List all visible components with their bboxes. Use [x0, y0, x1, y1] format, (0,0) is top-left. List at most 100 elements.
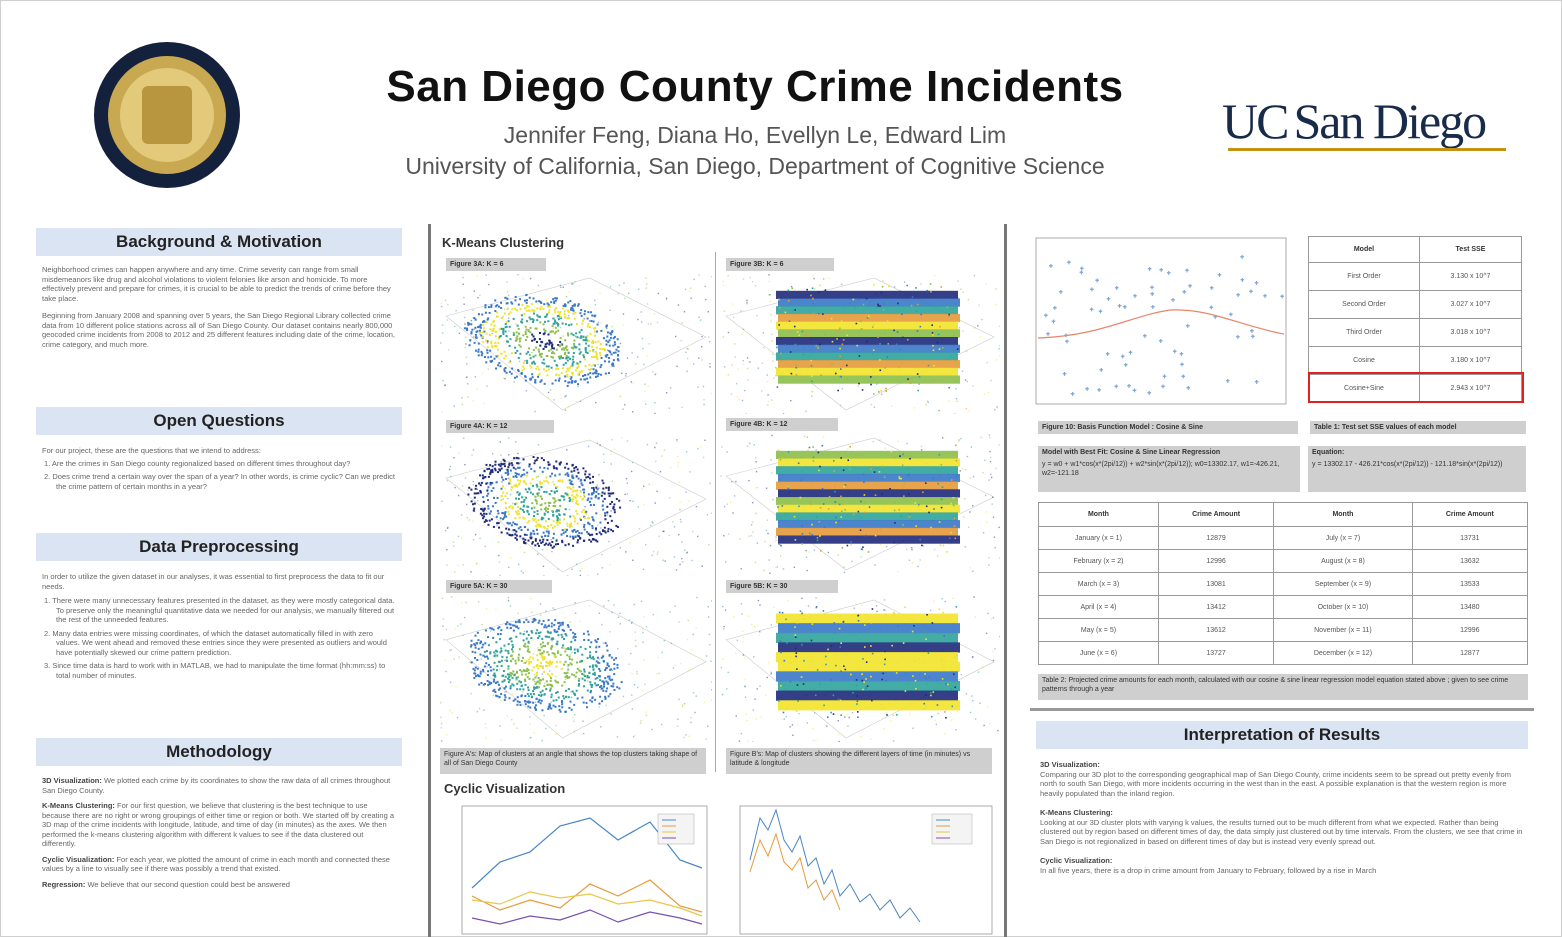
preprocessing-text: In order to utilize the given dataset in…	[42, 572, 395, 680]
svg-text:+: +	[1181, 374, 1185, 380]
svg-text:+: +	[1124, 363, 1128, 369]
best-model-highlight	[1308, 372, 1524, 403]
affiliation: University of California, San Diego, Dep…	[405, 153, 1105, 179]
svg-text:+: +	[1067, 260, 1071, 266]
svg-text:+: +	[1121, 354, 1125, 360]
svg-text:+: +	[1160, 268, 1164, 274]
svg-text:+: +	[1171, 298, 1175, 304]
caption-a-figures: Figure A's: Map of clusters at an angle …	[440, 748, 706, 774]
svg-text:+: +	[1255, 281, 1259, 287]
svg-text:+: +	[1188, 284, 1192, 290]
svg-text:+: +	[1163, 374, 1167, 380]
svg-text:+: +	[1182, 290, 1186, 296]
svg-text:+: +	[1226, 379, 1230, 385]
svg-text:+: +	[1118, 304, 1122, 310]
svg-text:+: +	[1218, 273, 1222, 279]
svg-text:+: +	[1151, 305, 1155, 311]
model-box: Model with Best Fit: Cosine & Sine Linea…	[1038, 446, 1300, 492]
svg-text:+: +	[1064, 334, 1068, 340]
svg-text:+: +	[1250, 329, 1254, 335]
scatter-5b	[720, 596, 1000, 742]
svg-text:+: +	[1187, 386, 1191, 392]
svg-text:+: +	[1148, 267, 1152, 273]
svg-text:+: +	[1100, 368, 1104, 374]
poster-title: San Diego County Crime Incidents	[386, 62, 1124, 111]
preprocessing-heading: Data Preprocessing	[36, 533, 402, 561]
svg-text:+: +	[1236, 293, 1240, 299]
equation-box: Equation: y = 13302.17 - 426.21*cos(x*(2…	[1308, 446, 1526, 492]
table-2-caption: Table 2: Projected crime amounts for eac…	[1038, 674, 1528, 700]
svg-text:+: +	[1107, 297, 1111, 303]
figure-divider	[715, 252, 716, 772]
svg-text:+: +	[1090, 287, 1094, 293]
svg-text:+: +	[1159, 339, 1163, 345]
svg-text:+: +	[1052, 319, 1056, 325]
cyclic-heading: Cyclic Visualization	[444, 781, 566, 796]
svg-text:+: +	[1133, 294, 1137, 300]
questions-heading: Open Questions	[36, 407, 402, 435]
fig-4a-label: Figure 4A: K = 12	[446, 420, 554, 433]
svg-text:+: +	[1167, 271, 1171, 277]
background-text: Neighborhood crimes can happen anywhere …	[42, 265, 395, 349]
svg-text:+: +	[1095, 278, 1099, 284]
scatter-5a	[440, 596, 712, 742]
svg-text:+: +	[1150, 285, 1154, 291]
svg-text:+: +	[1180, 363, 1184, 369]
ucsd-logo-underline	[1228, 148, 1506, 151]
svg-text:+: +	[1241, 278, 1245, 284]
fig-4b-label: Figure 4B: K = 12	[726, 418, 838, 431]
fig-3a-label: Figure 3A: K = 6	[446, 258, 546, 271]
scatter-3a	[440, 274, 712, 414]
monthly-table: Month Crime Amount Month Crime Amount Janua…	[1038, 502, 1529, 665]
interpretation-heading: Interpretation of Results	[1036, 721, 1528, 749]
svg-text:+: +	[1097, 388, 1101, 394]
right-section-divider	[1030, 708, 1534, 711]
svg-text:+: +	[1059, 290, 1063, 296]
svg-text:+: +	[1114, 384, 1118, 390]
cyclic-chart-left	[461, 805, 708, 935]
svg-text:+: +	[1090, 307, 1094, 313]
svg-text:+: +	[1099, 310, 1103, 316]
svg-text:+: +	[1129, 351, 1133, 357]
cyclic-chart-right	[739, 805, 993, 935]
basis-function-chart: +++++++++++++++ +++++++++++++++++++++++++…	[1035, 237, 1287, 405]
kmeans-heading: K-Means Clustering	[442, 235, 565, 250]
svg-text:+: +	[1080, 270, 1084, 276]
methodology-text: 3D Visualization: We plotted each crime …	[42, 776, 395, 889]
caption-b-figures: Figure B's: Map of clusters showing the …	[726, 748, 992, 774]
uc-seal-logo	[94, 42, 240, 188]
svg-text:+: +	[1127, 384, 1131, 390]
svg-text:+: +	[1185, 269, 1189, 275]
svg-text:+: +	[1106, 352, 1110, 358]
svg-text:+: +	[1049, 264, 1053, 270]
svg-text:+: +	[1053, 306, 1057, 312]
svg-text:+: +	[1123, 305, 1127, 311]
svg-text:+: +	[1210, 286, 1214, 292]
svg-text:+: +	[1251, 334, 1255, 340]
scatter-3b	[722, 274, 1000, 414]
svg-text:+: +	[1240, 255, 1244, 261]
ucsd-logo: UC San Diego	[1222, 93, 1487, 149]
svg-text:+: +	[1280, 294, 1284, 300]
scatter-4b	[720, 434, 1000, 574]
svg-text:+: +	[1213, 315, 1217, 321]
svg-text:+: +	[1080, 267, 1084, 273]
svg-text:+: +	[1046, 332, 1050, 338]
svg-text:+: +	[1263, 294, 1267, 300]
column-divider-right	[1004, 224, 1007, 937]
fig-5a-label: Figure 5A: K = 30	[446, 580, 552, 593]
fig-10-caption: Figure 10: Basis Function Model : Cosine…	[1038, 421, 1298, 434]
svg-text:+: +	[1151, 292, 1155, 298]
svg-text:+: +	[1085, 387, 1089, 393]
methodology-heading: Methodology	[36, 738, 402, 766]
svg-text:+: +	[1210, 306, 1214, 312]
column-divider-left	[428, 224, 431, 937]
table-1-caption: Table 1: Test set SSE values of each mod…	[1310, 421, 1526, 434]
svg-text:+: +	[1143, 334, 1147, 340]
interpretation-text: 3D Visualization: Comparing our 3D plot …	[1040, 760, 1523, 875]
sse-table: Model Test SSE First Order 3.130 x 10^7 Se…	[1308, 236, 1523, 403]
svg-text:+: +	[1147, 391, 1151, 397]
svg-text:+: +	[1071, 392, 1075, 398]
svg-text:+: +	[1133, 388, 1137, 394]
svg-text:+: +	[1173, 349, 1177, 355]
